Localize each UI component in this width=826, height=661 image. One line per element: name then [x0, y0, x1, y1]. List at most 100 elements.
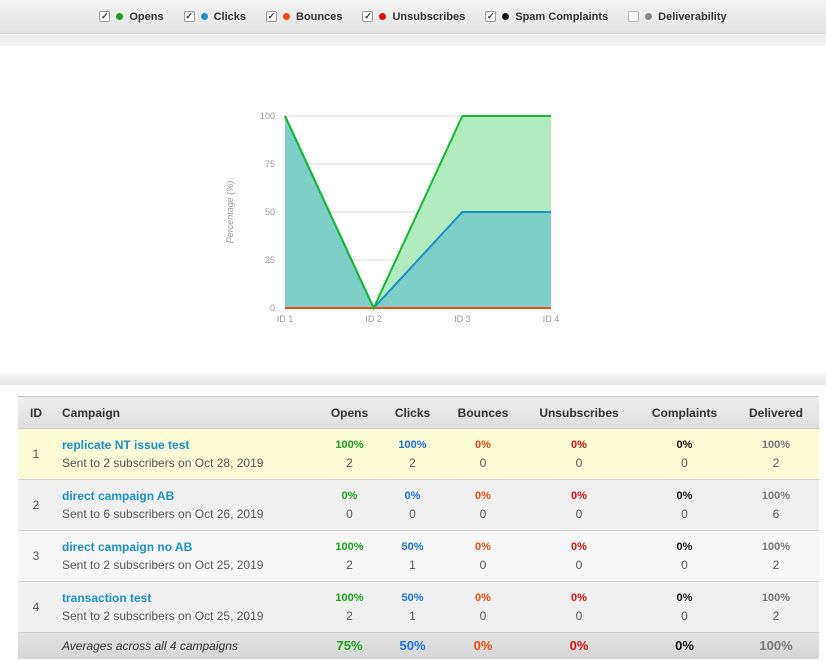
delivered-pct: 100%	[761, 591, 791, 604]
clicks-cell: 50% 1	[381, 582, 444, 633]
checkbox[interactable]: ✓	[99, 11, 111, 22]
unsubscribes-cell: 0% 0	[522, 582, 636, 633]
x-tick-label: ID 2	[365, 314, 382, 324]
bounces-cell: 0% 0	[444, 429, 522, 480]
clicks-count: 1	[409, 557, 416, 572]
checkbox[interactable]: ✓	[362, 11, 374, 22]
unsubscribes-pct: 0%	[571, 591, 587, 604]
complaints-cell: 0% 0	[636, 582, 733, 633]
opens-pct: 0%	[341, 489, 358, 502]
campaign-table-wrapper: ID Campaign Opens Clicks Bounces Unsubsc…	[18, 396, 819, 659]
campaign-link[interactable]: transaction test	[62, 591, 152, 605]
row-id: 1	[32, 447, 40, 461]
complaints-pct: 0%	[676, 489, 693, 502]
checkbox[interactable]	[628, 11, 640, 22]
delivered-count: 6	[772, 506, 780, 521]
opens-cell: 100% 2	[318, 429, 381, 480]
row-id: 4	[32, 600, 40, 614]
campaign-cell: replicate NT issue test Sent to 2 subscr…	[54, 429, 318, 480]
bounces-pct: 0%	[475, 489, 491, 502]
unsubscribes-count: 0	[575, 557, 583, 572]
opens-line	[284, 115, 551, 311]
complaints-count: 0	[681, 506, 688, 521]
legend-label: Clicks	[213, 10, 247, 23]
bounces-pct: 0%	[475, 591, 491, 604]
deliverability-dot-icon	[645, 13, 653, 20]
averages-row: Averages across all 4 campaigns 75% 50% …	[18, 632, 819, 659]
avg-unsubscribes: 0%	[569, 638, 589, 654]
unsubscribes-pct: 0%	[571, 489, 587, 502]
delivered-count: 2	[772, 608, 780, 623]
legend-toggle-deliverability[interactable]: Deliverability	[628, 11, 727, 23]
campaign-cell: direct campaign AB Sent to 6 subscribers…	[54, 480, 318, 531]
campaign-sent-info: Sent to 6 subscribers on Oct 26, 2019	[62, 507, 264, 521]
table-row[interactable]: 2 direct campaign AB Sent to 6 subscribe…	[18, 479, 819, 531]
row-id: 2	[32, 498, 40, 512]
y-tick-label: 50	[265, 207, 275, 217]
header-opens[interactable]: Opens	[318, 396, 381, 429]
header-id[interactable]: ID	[18, 396, 54, 429]
legend-toggle-unsubscribes[interactable]: ✓ Unsubscribes	[362, 11, 465, 23]
campaign-cell: transaction test Sent to 2 subscribers o…	[54, 582, 318, 633]
campaign-link[interactable]: replicate NT issue test	[62, 438, 190, 452]
x-tick-label: ID 4	[543, 314, 560, 324]
table-row[interactable]: 1 replicate NT issue test Sent to 2 subs…	[18, 428, 819, 480]
legend-toggle-spam-complaints[interactable]: ✓ Spam Complaints	[485, 11, 608, 23]
y-tick-label: 25	[265, 255, 275, 265]
unsubscribes-cell: 0% 0	[522, 429, 636, 480]
avg-delivered: 100%	[759, 638, 793, 654]
opens-count: 2	[346, 455, 353, 470]
legend-toggle-opens[interactable]: ✓ Opens	[99, 11, 164, 23]
delivered-cell: 100% 6	[733, 480, 819, 531]
bounces-pct: 0%	[475, 540, 491, 553]
delivered-pct: 100%	[761, 540, 791, 553]
clicks-dot-icon	[200, 13, 208, 20]
bounces-cell: 0% 0	[444, 480, 522, 531]
clicks-pct: 50%	[401, 540, 424, 553]
header-campaign[interactable]: Campaign	[54, 396, 318, 429]
legend-label: Bounces	[296, 10, 343, 23]
delivered-count: 2	[772, 455, 780, 470]
header-delivered[interactable]: Delivered	[733, 396, 819, 429]
bounces-count: 0	[479, 557, 487, 572]
campaign-sent-info: Sent to 2 subscribers on Oct 25, 2019	[62, 609, 264, 623]
header-clicks[interactable]: Clicks	[381, 396, 444, 429]
opens-cell: 100% 2	[318, 531, 381, 582]
avg-bounces: 0%	[473, 638, 493, 654]
campaign-chart: 0 25 50 75 100 Percentage (%) ID 1 ID 2 ID 3 ID 4	[225, 111, 560, 324]
header-complaints[interactable]: Complaints	[636, 396, 733, 429]
campaign-sent-info: Sent to 2 subscribers on Oct 28, 2019	[62, 456, 264, 470]
complaints-count: 0	[681, 608, 688, 623]
legend-toggle-clicks[interactable]: ✓ Clicks	[183, 10, 247, 23]
checkbox[interactable]: ✓	[183, 11, 195, 22]
opens-dot-icon	[116, 13, 124, 20]
spam-complaints-dot-icon	[502, 13, 510, 20]
delivered-pct: 100%	[761, 489, 791, 502]
opens-count: 2	[346, 557, 353, 572]
clicks-count: 2	[409, 455, 416, 470]
unsubscribes-cell: 0% 0	[522, 531, 636, 582]
campaign-table: ID Campaign Opens Clicks Bounces Unsubsc…	[18, 396, 819, 659]
header-unsubscribes[interactable]: Unsubscribes	[522, 396, 636, 429]
opens-count: 2	[346, 608, 353, 623]
opens-pct: 100%	[335, 591, 364, 604]
campaign-link[interactable]: direct campaign AB	[62, 489, 175, 503]
clicks-count: 0	[409, 506, 416, 521]
table-row[interactable]: 4 transaction test Sent to 2 subscribers…	[18, 581, 819, 633]
opens-pct: 100%	[335, 438, 364, 451]
table-row[interactable]: 3 direct campaign no AB Sent to 2 subscr…	[18, 530, 819, 582]
legend-label: Unsubscribes	[392, 10, 466, 23]
checkbox[interactable]: ✓	[485, 11, 497, 22]
checkbox[interactable]: ✓	[266, 11, 278, 22]
legend-toggle-bounces[interactable]: ✓ Bounces	[266, 11, 342, 23]
complaints-count: 0	[681, 557, 688, 572]
campaign-link[interactable]: direct campaign no AB	[62, 540, 193, 554]
avg-opens: 75%	[336, 638, 363, 654]
complaints-pct: 0%	[676, 540, 693, 553]
legend-label: Spam Complaints	[515, 10, 609, 23]
clicks-pct: 50%	[401, 591, 424, 604]
bounces-count: 0	[479, 608, 487, 623]
header-bounces[interactable]: Bounces	[444, 396, 522, 429]
unsubscribes-pct: 0%	[571, 540, 587, 553]
avg-complaints: 0%	[675, 638, 694, 654]
